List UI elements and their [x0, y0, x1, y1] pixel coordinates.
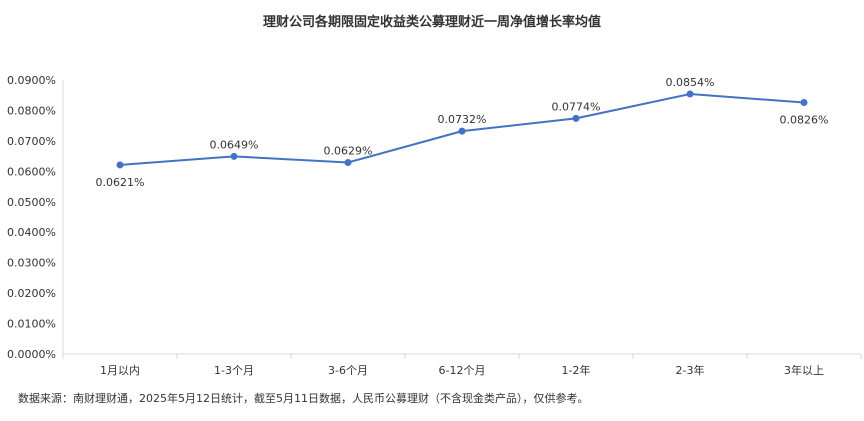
data-point [458, 127, 466, 135]
data-point [572, 114, 580, 122]
data-labels: 0.0621% 0.0649% 0.0629% 0.0732% 0.0774% 0.085… [96, 76, 829, 189]
y-tick-label: 0.0600% [7, 165, 56, 178]
footnote: 数据来源：南财理财通，2025年5月12日统计，截至5月11日数据，人民币公募理… [18, 392, 589, 405]
data-label: 0.0732% [438, 113, 487, 126]
y-tick-label: 0.0900% [7, 74, 56, 87]
chart-axes [62, 80, 861, 355]
y-tick-label: 0.0300% [7, 257, 56, 270]
data-label: 0.0854% [666, 76, 715, 89]
y-tick-label: 0.0700% [7, 135, 56, 148]
data-point [230, 152, 238, 160]
y-axis-ticks: 0.0000% 0.0100% 0.0200% 0.0300% 0.0400% 0.050… [7, 74, 56, 361]
series-group [116, 90, 808, 169]
data-point [116, 161, 124, 169]
y-tick-label: 0.0000% [7, 348, 56, 361]
data-label: 0.0774% [552, 100, 601, 113]
y-tick-label: 0.0400% [7, 226, 56, 239]
data-label: 0.0621% [96, 176, 145, 189]
y-tick-label: 0.0800% [7, 104, 56, 117]
x-axis-ticks: 1月以内 1-3个月 3-6个月 6-12个月 1-2年 2-3年 3年以上 [62, 354, 862, 377]
data-label: 0.0649% [210, 138, 259, 151]
x-tick-label: 6-12个月 [439, 364, 486, 377]
y-tick-label: 0.0200% [7, 287, 56, 300]
x-tick-label: 1-3个月 [214, 364, 254, 377]
x-tick-label: 3-6个月 [328, 364, 368, 377]
data-point [344, 159, 352, 167]
x-tick-label: 1-2年 [562, 363, 591, 377]
data-label: 0.0826% [780, 114, 829, 127]
x-tick-label: 1月以内 [100, 363, 140, 377]
x-tick-label: 2-3年 [676, 363, 705, 377]
data-point [800, 99, 808, 107]
y-tick-label: 0.0100% [7, 318, 56, 331]
x-tick-label: 3年以上 [784, 363, 824, 377]
chart-title: 理财公司各期限固定收益类公募理财近一周净值增长率均值 [262, 15, 601, 30]
data-label: 0.0629% [324, 145, 373, 158]
y-tick-label: 0.0500% [7, 196, 56, 209]
data-point [686, 90, 694, 98]
